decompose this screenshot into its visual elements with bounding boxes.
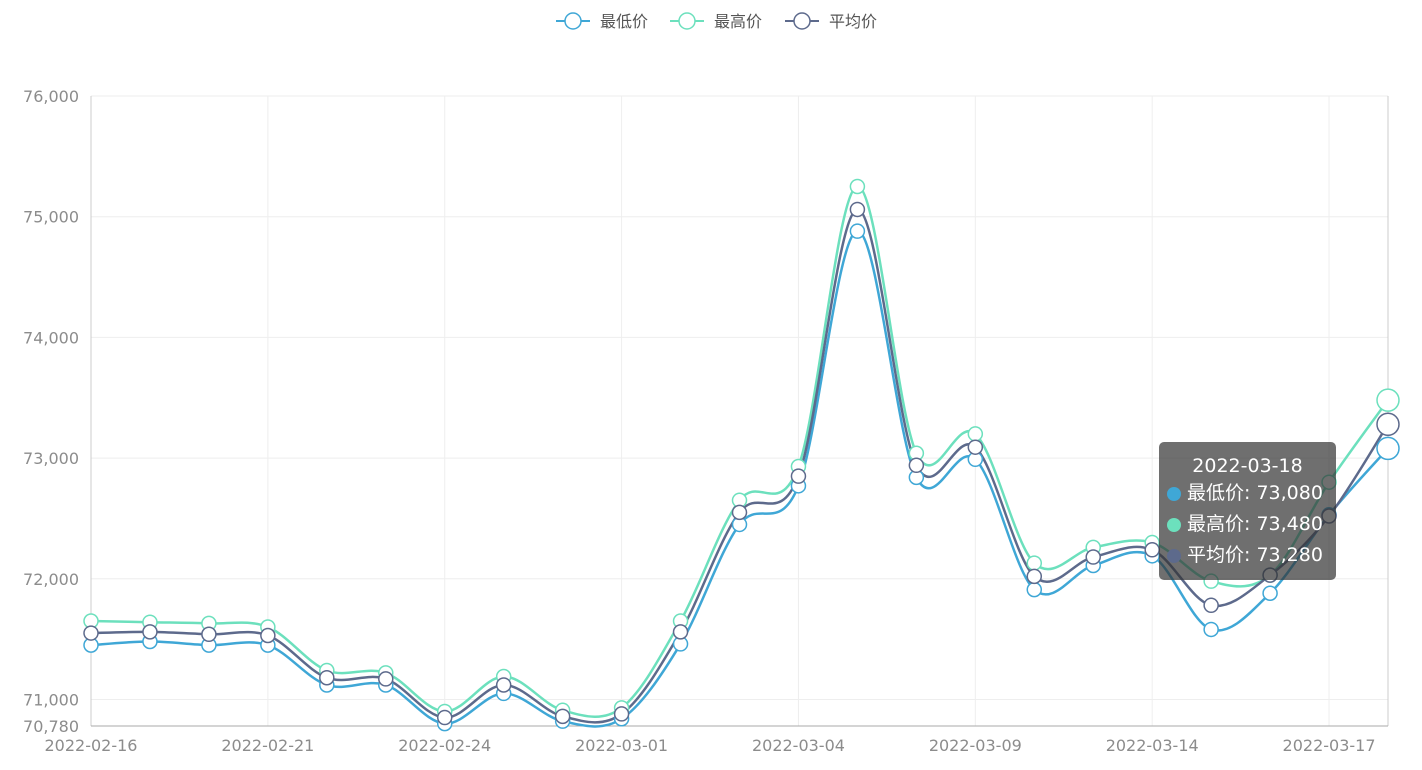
data-point[interactable] [672,624,689,640]
data-point[interactable] [436,709,453,726]
data-point[interactable] [1026,581,1043,598]
legend-marker-icon [564,12,582,30]
legend-label: 平均价 [829,12,877,31]
y-tick-label: 74,000 [23,328,79,347]
data-point[interactable] [1203,597,1219,614]
x-tick-label: 2022-02-24 [398,736,491,755]
data-point[interactable] [1376,388,1400,412]
tooltip-title: 2022-03-18 [1192,455,1303,477]
y-tick-label: 70,780 [23,717,79,736]
grid [91,95,1389,726]
data-point[interactable] [849,201,866,218]
tooltip-row-high: 最高价: 73,480 [1159,509,1336,540]
data-point[interactable] [849,178,866,195]
x-tick-label: 2022-03-09 [929,736,1022,755]
y-tick-label: 73,000 [23,449,79,468]
y-tick-label: 72,000 [23,570,79,589]
tooltip-row-avg: 平均价: 73,280 [1159,540,1336,571]
legend-item-0[interactable]: 最低价 [556,12,648,31]
axes: 76,000 75,000 74,000 73,000 72,000 71,000 70,7… [23,87,1388,755]
legend[interactable]: 最低价 最高价 平均价 [556,12,877,31]
data-point[interactable] [731,504,748,521]
y-tick-label: 76,000 [23,87,79,106]
legend-label: 最高价 [714,12,762,31]
series [83,178,1400,732]
tooltip-label-high: 最高价: 73,480 [1187,513,1323,535]
data-point[interactable] [142,624,158,640]
data-point[interactable] [495,677,512,693]
tooltip-dot-avg-icon [1167,548,1181,563]
data-point[interactable] [1085,549,1101,565]
data-point[interactable] [319,669,335,686]
data-point[interactable] [1262,585,1278,601]
data-point[interactable] [790,468,807,484]
data-point[interactable] [1026,568,1043,585]
tooltip-dot-high-icon [1167,517,1181,532]
tooltip-row-low: 最低价: 73,080 [1159,478,1336,509]
data-point[interactable] [83,625,99,641]
y-tick-label: 75,000 [23,208,79,227]
tooltip: 2022-03-18 最低价: 73,080 最高价: 73,480 平均价: … [1159,442,1336,580]
tooltip-label-low: 最低价: 73,080 [1187,482,1323,504]
data-point[interactable] [554,708,571,725]
data-point[interactable] [967,439,984,455]
data-point[interactable] [967,426,984,442]
x-tick-label: 2022-03-04 [752,736,845,755]
x-tick-label: 2022-03-17 [1283,736,1376,755]
legend-item-2[interactable]: 平均价 [785,12,877,31]
data-point[interactable] [1026,555,1043,571]
data-point[interactable] [1376,412,1400,437]
data-point[interactable] [201,626,217,643]
data-point[interactable] [1376,436,1400,461]
x-tick-label: 2022-02-21 [221,736,314,755]
legend-marker-icon [793,12,811,30]
data-point[interactable] [260,627,276,644]
x-tick-label: 2022-02-16 [45,736,138,755]
data-point[interactable] [908,457,925,474]
data-point[interactable] [1203,621,1219,638]
tooltip-label-avg: 平均价: 73,280 [1187,544,1323,566]
data-point[interactable] [613,706,630,722]
tooltip-dot-low-icon [1167,486,1181,501]
x-tick-label: 2022-03-01 [575,736,668,755]
data-point[interactable] [849,223,866,239]
legend-marker-icon [678,12,696,30]
legend-label: 最低价 [600,12,648,31]
legend-item-1[interactable]: 最高价 [670,12,762,31]
x-tick-label: 2022-03-14 [1106,736,1199,755]
data-point[interactable] [378,671,394,687]
data-point[interactable] [1144,542,1160,558]
y-tick-label: 71,000 [23,690,79,709]
